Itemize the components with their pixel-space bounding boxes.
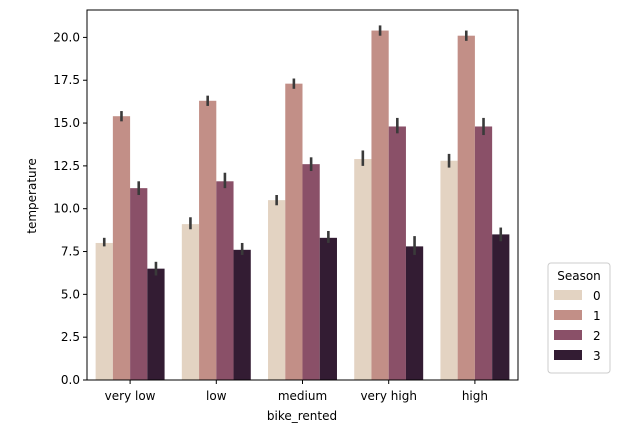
bar (457, 35, 475, 380)
legend-swatch (554, 310, 582, 320)
bar (371, 30, 389, 381)
x-tick-label: low (206, 389, 227, 403)
y-tick-label: 12.5 (53, 159, 80, 173)
bar (319, 237, 337, 380)
bar (216, 181, 234, 380)
bar (112, 116, 131, 380)
bar (233, 249, 251, 380)
bar (474, 126, 493, 381)
legend-title: Season (557, 269, 601, 283)
bar (388, 126, 406, 381)
legend-swatch (554, 330, 582, 340)
y-tick-label: 15.0 (53, 116, 80, 130)
bar (302, 164, 320, 380)
bar (492, 234, 510, 380)
y-tick-label: 5.0 (61, 287, 80, 301)
y-tick-label: 10.0 (53, 202, 80, 216)
y-axis: 0.0 2.5 5.0 7.5 10.0 12.5 15.0 17.5 20.0 (53, 30, 87, 387)
legend-label: 2 (593, 329, 601, 343)
bar (405, 246, 424, 380)
bar (95, 242, 113, 380)
bar (354, 159, 372, 380)
error-bars-layer (102, 25, 503, 276)
y-tick-label: 17.5 (53, 73, 80, 87)
y-tick-label: 0.0 (61, 373, 80, 387)
legend-swatch (554, 350, 582, 360)
x-tick-label: very low (105, 389, 156, 403)
x-tick-label: medium (278, 389, 327, 403)
legend-label: 3 (593, 349, 601, 363)
bar (199, 100, 217, 380)
bar (440, 160, 458, 380)
legend: Season 0 1 2 3 (547, 262, 611, 374)
legend-items: 0 1 2 3 (554, 289, 601, 363)
x-tick-label: very high (360, 389, 417, 403)
bar (268, 200, 286, 380)
legend-label: 1 (593, 309, 601, 323)
bar (181, 224, 200, 380)
y-axis-title: temperature (25, 158, 39, 233)
y-tick-label: 20.0 (53, 30, 80, 44)
bar (130, 188, 148, 380)
bars-layer (95, 30, 510, 381)
x-axis-title: bike_rented (267, 409, 337, 423)
x-axis: very low low medium very high high (105, 380, 488, 403)
legend-swatch (554, 290, 582, 300)
bar (147, 268, 165, 380)
x-tick-label: high (462, 389, 488, 403)
legend-label: 0 (593, 289, 601, 303)
bar (285, 83, 303, 380)
y-tick-label: 7.5 (61, 245, 80, 259)
y-tick-label: 2.5 (61, 330, 80, 344)
